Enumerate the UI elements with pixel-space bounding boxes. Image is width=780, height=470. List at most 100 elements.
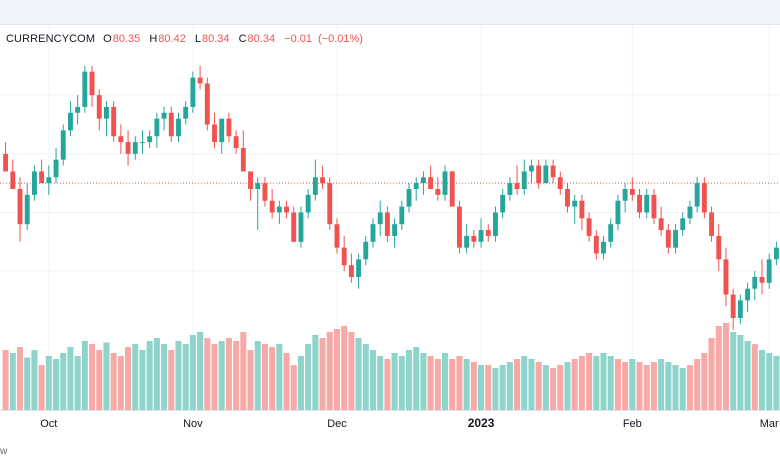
candle-body	[608, 224, 614, 242]
volume-bar	[362, 344, 369, 410]
candle-body	[10, 171, 16, 189]
candle-body	[39, 171, 45, 184]
candle-body	[3, 153, 9, 172]
candle-body	[701, 183, 707, 213]
candle-body	[622, 189, 628, 201]
candle-body	[521, 171, 527, 189]
volume-bar	[650, 362, 657, 410]
candle-body	[334, 224, 340, 248]
volume-bar	[377, 356, 384, 410]
volume-bar	[672, 365, 679, 410]
open-label: O	[103, 33, 112, 45]
candle-body	[406, 189, 412, 207]
volume-bar	[211, 344, 218, 410]
candle-body	[284, 206, 289, 213]
candle-body	[752, 276, 758, 289]
candle-body	[31, 171, 37, 195]
candle-body	[377, 212, 383, 225]
volume-bar	[139, 350, 146, 410]
candle-body	[428, 177, 434, 189]
candle-body	[53, 159, 59, 178]
volume-bar	[528, 359, 535, 410]
candle-body	[363, 241, 369, 260]
volume-bar	[758, 350, 766, 410]
candle-body	[233, 136, 239, 148]
candle-body	[118, 136, 124, 143]
volume-bar	[542, 365, 549, 410]
volume-bar	[81, 341, 88, 410]
candle-body	[730, 294, 736, 318]
candle-body	[478, 230, 484, 242]
volume-bar	[629, 359, 636, 410]
volume-bar	[247, 350, 254, 410]
volume-bar	[333, 329, 340, 410]
candle-body	[579, 200, 585, 219]
volume-bar	[766, 353, 773, 410]
candle-body	[543, 165, 549, 184]
x-tick-label: Oct	[40, 418, 57, 430]
candle-body	[637, 194, 642, 213]
candle-body	[168, 112, 174, 137]
x-tick-label: Mar	[760, 418, 779, 430]
candle-body	[435, 189, 441, 195]
volume-bar	[614, 359, 621, 410]
volume-bar	[636, 362, 643, 410]
volume-bar	[175, 341, 182, 410]
candle-body	[456, 206, 462, 248]
close-label: C	[238, 33, 247, 45]
change-value: −0.01	[284, 33, 312, 45]
candle-body	[341, 247, 347, 266]
volume-bar	[730, 332, 737, 410]
volume-bar	[470, 362, 477, 410]
candle-body	[536, 165, 542, 184]
candle-body	[658, 218, 664, 231]
candle-body	[586, 218, 592, 236]
volume-bar	[514, 359, 521, 410]
change-percent: (−0.01%)	[317, 33, 363, 45]
candle-body	[557, 177, 563, 189]
volume-bar	[384, 359, 391, 410]
candle-body	[269, 200, 275, 213]
volume-bar	[715, 326, 722, 410]
volume-bar	[506, 362, 513, 410]
volume-bar	[679, 368, 686, 410]
volume-bar	[485, 365, 492, 410]
volume-bar	[643, 365, 650, 410]
candle-body	[176, 118, 181, 137]
volume-bar	[197, 332, 204, 410]
candle-body	[161, 112, 167, 119]
candle-body	[680, 218, 686, 231]
volume-bar	[261, 344, 268, 410]
volume-bar	[405, 350, 413, 410]
candle-body	[298, 212, 304, 242]
candle-body	[212, 124, 217, 143]
footer-text: w	[0, 446, 8, 457]
x-tick-label: 2023	[468, 416, 495, 430]
candle-body	[514, 183, 520, 189]
volume-bar	[686, 365, 693, 410]
candle-body	[464, 235, 470, 248]
volume-bar	[225, 338, 232, 410]
volume-bar	[16, 347, 24, 410]
candle-body	[550, 165, 556, 178]
candle-body	[665, 230, 671, 248]
volume-bar	[153, 338, 160, 410]
candle-body	[615, 200, 621, 225]
candle-body	[75, 106, 81, 113]
candle-body	[183, 106, 189, 119]
candle-body	[737, 300, 743, 318]
volume-bar	[305, 344, 312, 410]
candle-body	[82, 71, 88, 107]
volume-bar	[420, 353, 427, 410]
volume-bar	[218, 341, 225, 410]
volume-bar	[348, 332, 355, 410]
symbol-name[interactable]: CURRENCYCOM	[6, 33, 96, 45]
candle-body	[485, 230, 491, 236]
volume-bar	[391, 353, 398, 410]
candle-body	[17, 189, 23, 225]
volume-bar	[326, 332, 333, 410]
high-value: 80.42	[158, 33, 186, 45]
candle-body	[312, 177, 318, 195]
